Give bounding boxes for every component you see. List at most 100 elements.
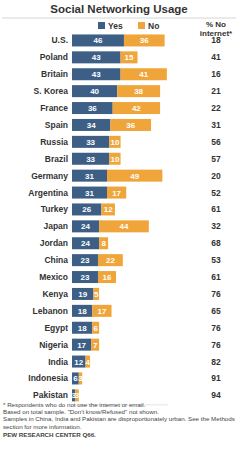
category-label: Jordan [40, 238, 68, 248]
category-label: Brazil [45, 154, 68, 164]
data-label: 43 [92, 70, 101, 79]
category-label: Russia [40, 137, 68, 147]
data-label: 34 [87, 121, 96, 130]
notes: * Respondents who do not use the interne… [3, 401, 235, 438]
category-label: Egypt [44, 323, 68, 333]
bar [72, 237, 99, 249]
no-internet-value: 16 [211, 69, 221, 79]
category-label: France [40, 103, 68, 113]
no-internet-value: 57 [211, 154, 221, 164]
bar [99, 237, 108, 249]
data-label: 33 [86, 155, 95, 164]
bar [92, 322, 99, 334]
data-label: 40 [90, 87, 99, 96]
legend-swatch [98, 22, 105, 29]
data-label: 36 [140, 36, 149, 45]
legend-label: Yes [108, 21, 123, 31]
data-label: 49 [130, 172, 139, 181]
bar [72, 288, 93, 300]
data-label: 19 [78, 290, 87, 299]
category-label: Britain [41, 69, 68, 79]
data-label: 17 [112, 189, 121, 198]
bar [117, 85, 160, 97]
bar [121, 51, 138, 63]
category-label: Kenya [42, 289, 68, 299]
category-label: China [44, 255, 68, 265]
data-label: 7 [93, 341, 98, 350]
category-label: Germany [31, 171, 68, 181]
category-label: S. Korea [34, 86, 69, 96]
data-label: 24 [81, 222, 90, 231]
category-label: Mexico [39, 272, 68, 282]
data-label: 3 [75, 391, 80, 400]
no-internet-value: 76 [211, 323, 221, 333]
bar [98, 271, 116, 283]
bars [72, 34, 167, 401]
category-label: Japan [43, 221, 68, 231]
no-internet-value: 91 [211, 373, 221, 383]
data-label: 17 [97, 307, 106, 316]
note: * Respondents who do not use the interne… [3, 401, 235, 408]
data-label: 6 [93, 324, 98, 333]
bar [72, 339, 91, 351]
legend-swatch [138, 22, 145, 29]
no-internet-value: 20 [211, 171, 221, 181]
bar [72, 322, 92, 334]
category-label: Turkey [41, 204, 69, 214]
category-label: Lebanon [33, 306, 68, 316]
category-label: Pakistan [33, 390, 68, 400]
bar [92, 305, 111, 317]
data-label: 22 [106, 256, 115, 265]
bar [121, 68, 167, 80]
title-rule [2, 18, 236, 19]
title: Social Networking Usage [50, 3, 187, 15]
bar [72, 170, 107, 182]
category-label: India [48, 357, 68, 367]
bar [107, 170, 162, 182]
data-label: 26 [82, 205, 91, 214]
column-header: % No internet* [196, 20, 236, 38]
data-label: 42 [132, 104, 141, 113]
bar [113, 102, 160, 114]
bar [110, 119, 151, 131]
note: Samples in China, India and Pakistan are… [3, 415, 235, 429]
no-internet-value: 68 [211, 238, 221, 248]
bar [72, 119, 110, 131]
bar [109, 136, 120, 148]
bar [93, 288, 99, 300]
data-label: 24 [81, 239, 90, 248]
data-label: 15 [125, 53, 134, 62]
bar [91, 339, 99, 351]
data-label: 41 [139, 70, 148, 79]
bar [72, 102, 113, 114]
no-internet-value: 61 [211, 204, 221, 214]
data-label: 8 [101, 239, 106, 248]
data-label: 23 [81, 273, 90, 282]
category-label: Argentina [28, 188, 68, 198]
no-internet-value: 94 [211, 390, 221, 400]
bar [72, 220, 99, 232]
note: Based on total sample. "Don't know/Refus… [3, 408, 235, 415]
legend-label: No [148, 21, 159, 31]
data-label: 44 [119, 222, 128, 231]
data-label: 18 [78, 324, 87, 333]
bar [72, 271, 98, 283]
no-internet-value: 82 [211, 357, 221, 367]
data-label: 10 [110, 155, 119, 164]
bar [86, 356, 91, 368]
no-internet-value: 53 [211, 255, 221, 265]
bar [72, 153, 109, 165]
bar [72, 136, 109, 148]
no-internet-value: 41 [211, 52, 221, 62]
bar [72, 305, 92, 317]
note: PEW RESEARCH CENTER Q66. [3, 431, 235, 438]
no-internet-value: 76 [211, 340, 221, 350]
bar [101, 203, 115, 215]
data-label: 31 [85, 172, 94, 181]
bar [109, 153, 120, 165]
data-label: 38 [134, 87, 143, 96]
no-internet-value: 22 [211, 103, 221, 113]
bar [72, 356, 86, 368]
data-label: 36 [88, 104, 97, 113]
bar [72, 187, 107, 199]
